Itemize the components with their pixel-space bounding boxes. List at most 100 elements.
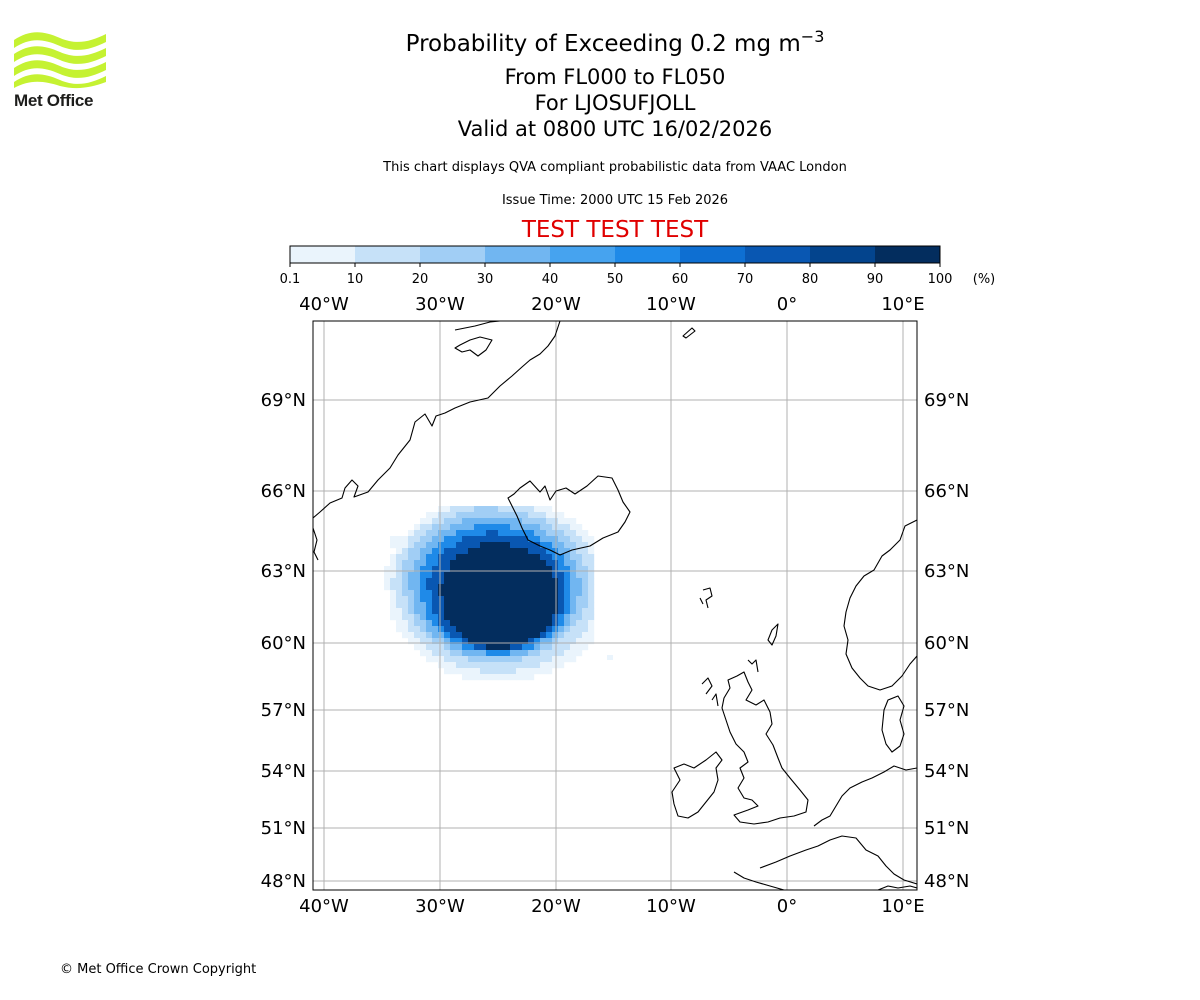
ash-cell — [504, 608, 511, 615]
ash-cell — [498, 626, 505, 633]
ash-cell — [408, 560, 415, 567]
lat-label-left: 60°N — [261, 633, 306, 654]
ash-cell — [552, 512, 559, 519]
ash-cell — [486, 518, 493, 525]
ash-cell — [492, 674, 499, 681]
ash-cell — [564, 530, 571, 537]
ash-cell — [474, 614, 481, 621]
axis-labels: 40°W 40°W 30°W 30°W 20°W 20°W 10°W 10°W 0° 0° 10°E… — [261, 294, 970, 917]
ash-cell — [540, 590, 547, 597]
lon-label-top: 30°W — [415, 294, 465, 315]
ash-cell — [480, 620, 487, 627]
ash-cell — [390, 542, 397, 549]
ash-cell — [552, 662, 559, 669]
ash-cell — [486, 542, 493, 549]
ash-cell — [420, 626, 427, 633]
europe-mainland — [759, 835, 917, 885]
colorbar-tick-label: 10 — [347, 272, 364, 287]
ash-cell — [522, 590, 529, 597]
ash-cell — [468, 620, 475, 627]
ash-cell — [504, 548, 511, 555]
ash-cell — [438, 518, 445, 525]
ash-cell — [552, 518, 559, 525]
ash-cell — [510, 530, 517, 537]
ash-cell — [516, 626, 523, 633]
chart-title-main: Probability of Exceeding 0.2 mg m — [406, 31, 801, 57]
ash-cell — [462, 512, 469, 519]
ash-cell — [408, 596, 415, 603]
ash-cell — [558, 518, 565, 525]
ash-cell — [480, 590, 487, 597]
ash-cell — [438, 614, 445, 621]
ash-cell — [438, 524, 445, 531]
colorbar-tick-label: 50 — [607, 272, 624, 287]
ash-cell — [558, 536, 565, 543]
ash-cell — [552, 596, 559, 603]
ash-cell — [474, 584, 481, 591]
ash-cell — [558, 638, 565, 645]
ash-cell — [540, 530, 547, 537]
ash-cell — [522, 566, 529, 573]
ash-cell — [474, 662, 481, 669]
ash-cell — [402, 608, 409, 615]
ash-cell — [564, 572, 571, 579]
ash-cell — [498, 620, 505, 627]
ash-cell — [474, 548, 481, 555]
ash-cell — [546, 530, 553, 537]
ash-cell — [390, 584, 397, 591]
ash-cell — [456, 548, 463, 555]
ash-cell — [456, 620, 463, 627]
ash-cell — [540, 650, 547, 657]
ash-cell — [414, 620, 421, 627]
ash-cell — [444, 608, 451, 615]
ash-cell — [408, 620, 415, 627]
ash-cell — [426, 590, 433, 597]
ash-cell — [570, 632, 577, 639]
ash-cell — [450, 554, 457, 561]
ash-cell — [474, 578, 481, 585]
ash-cell — [504, 560, 511, 567]
ash-cell — [546, 620, 553, 627]
ash-cell — [588, 560, 595, 567]
ash-cell — [528, 656, 535, 663]
ash-cell — [462, 632, 469, 639]
ash-cell — [558, 572, 565, 579]
ash-cell — [498, 668, 505, 675]
ash-cell — [450, 644, 457, 651]
ash-cell — [576, 638, 583, 645]
ash-cell — [546, 668, 553, 675]
ash-cell — [450, 566, 457, 573]
ash-cell — [420, 548, 427, 555]
colorbar-bin — [290, 246, 356, 263]
greenland-east-coast — [313, 321, 561, 519]
ash-cell — [564, 566, 571, 573]
lon-label-top: 0° — [777, 294, 797, 315]
ash-cell — [570, 554, 577, 561]
ash-cell — [552, 548, 559, 555]
ash-cell — [546, 614, 553, 621]
ash-cell — [474, 638, 481, 645]
ash-cell — [528, 596, 535, 603]
ash-cell — [450, 578, 457, 585]
colorbar-tick-label: 30 — [477, 272, 494, 287]
ash-cell — [510, 620, 517, 627]
ash-cell — [558, 632, 565, 639]
ash-cell — [540, 626, 547, 633]
ash-cell — [456, 530, 463, 537]
ash-cell — [516, 602, 523, 609]
ash-cell — [534, 572, 541, 579]
flight-level-range: From FL000 to FL050 — [505, 65, 726, 89]
ash-cell — [408, 626, 415, 633]
ash-cell — [468, 638, 475, 645]
ash-cell — [570, 620, 577, 627]
ash-cell — [432, 602, 439, 609]
ash-cell — [438, 620, 445, 627]
greenland-south — [313, 527, 319, 561]
shetland-islands — [767, 623, 779, 646]
ash-cell — [402, 560, 409, 567]
ash-cell — [552, 608, 559, 615]
colorbar-tick-label: 60 — [672, 272, 689, 287]
ash-cell — [474, 602, 481, 609]
ash-cell — [528, 554, 535, 561]
ash-cell — [504, 614, 511, 621]
